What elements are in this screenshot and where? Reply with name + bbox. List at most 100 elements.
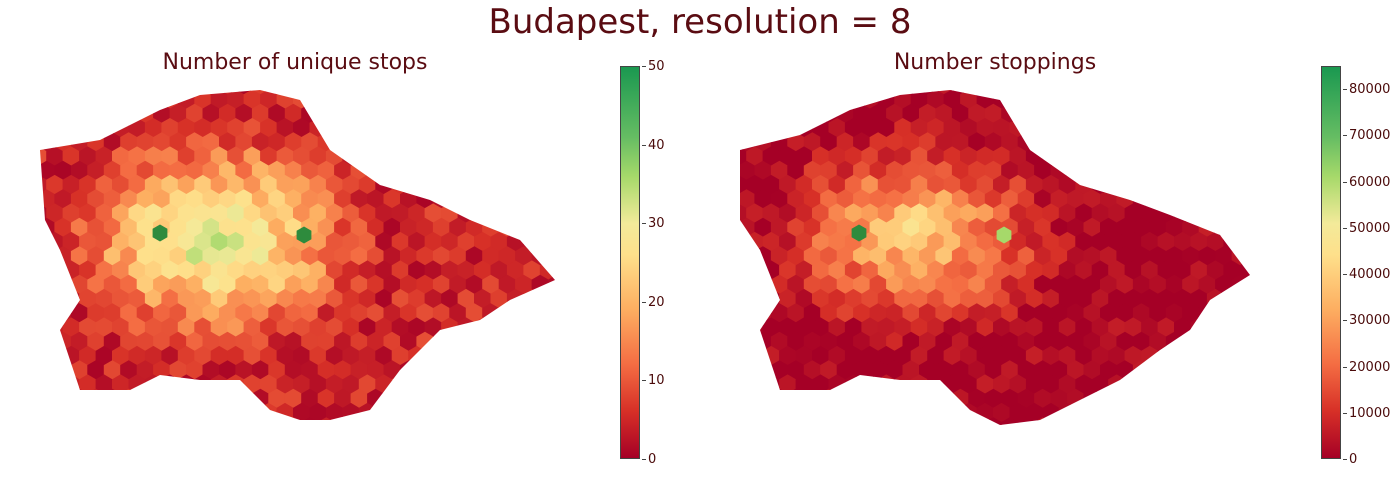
hex-cell	[869, 246, 887, 266]
hex-cell	[1190, 118, 1208, 138]
hex-cell	[424, 345, 442, 366]
hex-cell	[730, 431, 747, 451]
hex-cell	[441, 146, 459, 167]
hex-cell	[877, 146, 895, 167]
hex-cell	[1058, 317, 1076, 338]
hex-cell	[1207, 431, 1224, 451]
hex-cell	[367, 160, 384, 181]
hex-cell	[556, 431, 573, 451]
hex-cell	[367, 360, 384, 380]
hex-cell	[153, 160, 171, 181]
hex-cell	[79, 203, 97, 224]
hex-cell	[812, 402, 829, 423]
hex-cell	[820, 132, 838, 152]
hex-cell	[779, 231, 797, 252]
hex-cell	[46, 90, 64, 109]
hex-cell	[325, 118, 343, 138]
hex-cell	[960, 146, 978, 167]
hex-cell	[1009, 231, 1027, 252]
hex-cell	[325, 317, 343, 338]
hex-cell	[301, 331, 319, 352]
hex-cell	[87, 160, 105, 181]
hex-cell	[861, 431, 878, 451]
hex-cell	[1157, 374, 1175, 395]
hex-cell	[740, 118, 747, 138]
hex-cell	[169, 331, 187, 352]
hex-cell	[944, 431, 961, 451]
hex-cell	[375, 90, 393, 109]
hex-cell	[828, 90, 846, 109]
hex-cell	[565, 104, 582, 124]
hex-cell	[1091, 402, 1109, 423]
hex-cell	[54, 417, 72, 420]
hex-cell	[391, 260, 409, 281]
hex-cell	[22, 246, 39, 266]
hex-cell	[1165, 132, 1183, 152]
hex-cell	[779, 118, 797, 138]
hex-cell	[235, 132, 253, 152]
hex-cell	[1149, 360, 1167, 380]
colorbar-tick-label: 10000	[1342, 405, 1391, 421]
hex-cell	[251, 217, 269, 238]
hex-cell	[1108, 317, 1126, 338]
hex-cell	[169, 189, 187, 209]
hex-cell	[375, 260, 393, 281]
hex-cell	[556, 260, 573, 280]
hex-cell	[112, 317, 129, 338]
hex-cell	[795, 317, 813, 338]
hex-cell	[1034, 160, 1052, 181]
hex-cell	[795, 90, 813, 109]
hex-cell	[79, 231, 97, 252]
hex-cell	[1132, 103, 1150, 124]
hex-cell	[268, 132, 286, 152]
hex-cell	[1025, 203, 1043, 224]
hex-cell	[762, 231, 780, 252]
hex-cell	[128, 345, 146, 366]
hex-cell	[120, 189, 138, 209]
hex-cell	[40, 246, 55, 266]
hex-cell	[943, 90, 961, 109]
hex-cell	[746, 174, 764, 195]
hex-cell	[301, 90, 319, 95]
hex-cell	[573, 175, 590, 195]
hex-cell	[869, 303, 887, 323]
hex-cell	[482, 388, 500, 409]
hex-cell	[1116, 160, 1134, 181]
hex-cell	[449, 217, 467, 238]
hex-cell	[787, 303, 805, 323]
hex-cell	[40, 374, 47, 395]
hex-cell	[490, 90, 508, 109]
hex-cell	[968, 331, 986, 352]
hex-cell	[812, 231, 829, 252]
hex-cell	[1124, 90, 1142, 109]
hex-cell	[1182, 360, 1200, 380]
hex-cell	[1198, 160, 1216, 181]
hex-cell	[293, 431, 310, 451]
hex-cell	[1256, 146, 1273, 166]
hex-cell	[1001, 360, 1019, 380]
hex-cell	[539, 345, 555, 366]
hex-cell	[1009, 174, 1027, 195]
hex-cell	[1206, 118, 1224, 138]
hex-cell	[1174, 260, 1191, 281]
hex-cell	[828, 231, 846, 252]
hex-cell	[556, 232, 573, 252]
hex-cell	[325, 174, 343, 195]
hex-cell	[1248, 103, 1250, 124]
hex-cell	[1182, 90, 1200, 95]
hex-cell	[350, 217, 368, 238]
hex-cell	[746, 260, 764, 281]
hex-cell	[40, 303, 55, 323]
hex-cell	[861, 118, 879, 138]
hex-cell	[779, 402, 797, 423]
right-colorbar	[1321, 66, 1341, 459]
hex-cell	[474, 260, 491, 281]
hex-cell	[268, 160, 286, 181]
hex-cell	[746, 146, 764, 167]
hex-cell	[120, 388, 138, 409]
hex-cell	[482, 189, 500, 209]
hex-cell	[886, 160, 903, 181]
hex-cell	[1149, 274, 1167, 295]
hex-cell	[795, 260, 813, 281]
hex-cell	[1050, 417, 1068, 425]
